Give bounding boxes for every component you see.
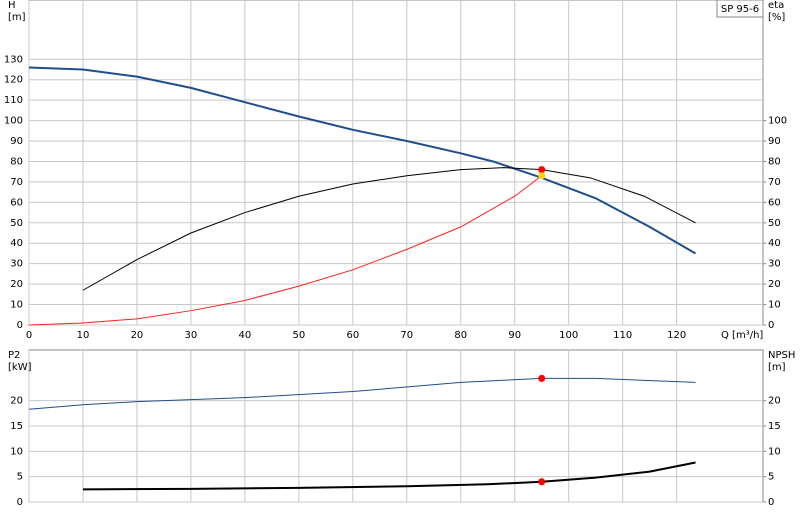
y2-axis-label: [%] [768,12,785,23]
x-tick-label: 10 [77,330,90,341]
y2-tick-label: 60 [768,197,781,208]
x-tick-label: 0 [26,330,32,341]
y2-tick-label: 0 [768,320,774,331]
y2-tick-label: 5 [768,472,774,483]
x-tick-label: 40 [239,330,252,341]
y-tick-label: 80 [10,156,23,167]
y-tick-label: 70 [10,177,23,188]
operating-point [538,166,546,174]
curve [28,66,697,255]
x-tick-label: 120 [667,330,686,341]
x-tick-label: 90 [508,330,521,341]
y2-tick-label: 40 [768,238,781,249]
y2-tick-label: 80 [768,156,781,167]
y-tick-label: 15 [10,421,23,432]
y-tick-label: 30 [10,259,23,270]
y2-tick-label: 90 [768,136,781,147]
y-tick-label: 0 [17,497,23,508]
y2-tick-label: 0 [768,497,774,508]
x-tick-label: 100 [559,330,578,341]
operating-point [538,374,546,382]
x-tick-label: 30 [185,330,198,341]
y-tick-label: 120 [4,75,23,86]
x-tick-label: 60 [346,330,359,341]
y2-tick-label: 10 [768,300,781,311]
y-tick-label: 110 [4,95,23,106]
y-tick-label: 20 [10,396,23,407]
y2-tick-label: 20 [768,279,781,290]
y2-tick-label: 20 [768,396,781,407]
y2-tick-label: 30 [768,259,781,270]
y-tick-label: 10 [10,300,23,311]
plot-frame [28,0,764,326]
y2-axis-label: [m] [768,362,786,373]
x-tick-label: 50 [292,330,305,341]
y2-axis-label: NPSH [768,350,795,361]
y-tick-label: 90 [10,136,23,147]
y2-axis-label: eta [768,0,784,11]
x-axis-label: Q [m³/h] [721,330,763,341]
x-tick-label: 110 [613,330,632,341]
x-tick-label: 80 [454,330,467,341]
y-tick-label: 130 [4,54,23,65]
legend-box [716,0,764,18]
y2-tick-label: 100 [768,116,787,127]
y-tick-label: 60 [10,197,23,208]
y-tick-label: 0 [17,320,23,331]
y-axis-label: [kW] [8,362,32,373]
curve [28,377,696,410]
y2-tick-label: 50 [768,218,781,229]
curve [82,167,696,291]
operating-point [538,478,546,486]
y-tick-label: 5 [17,472,23,483]
curve [82,461,696,491]
y-tick-label: 20 [10,279,23,290]
y-tick-label: 40 [10,238,23,249]
operating-point [538,172,546,180]
legend-text: SP 95-6 [721,4,759,15]
y2-tick-label: 15 [768,421,781,432]
y-axis-label: H [8,0,16,11]
x-tick-label: 70 [400,330,413,341]
y-tick-label: 100 [4,116,23,127]
y-tick-label: 10 [10,446,23,457]
y-axis-label: P2 [8,350,20,361]
x-tick-label: 20 [131,330,144,341]
y-axis-label: [m] [8,12,26,23]
y2-tick-label: 10 [768,446,781,457]
y2-tick-label: 70 [768,177,781,188]
y-tick-label: 50 [10,218,23,229]
curve [28,175,543,326]
